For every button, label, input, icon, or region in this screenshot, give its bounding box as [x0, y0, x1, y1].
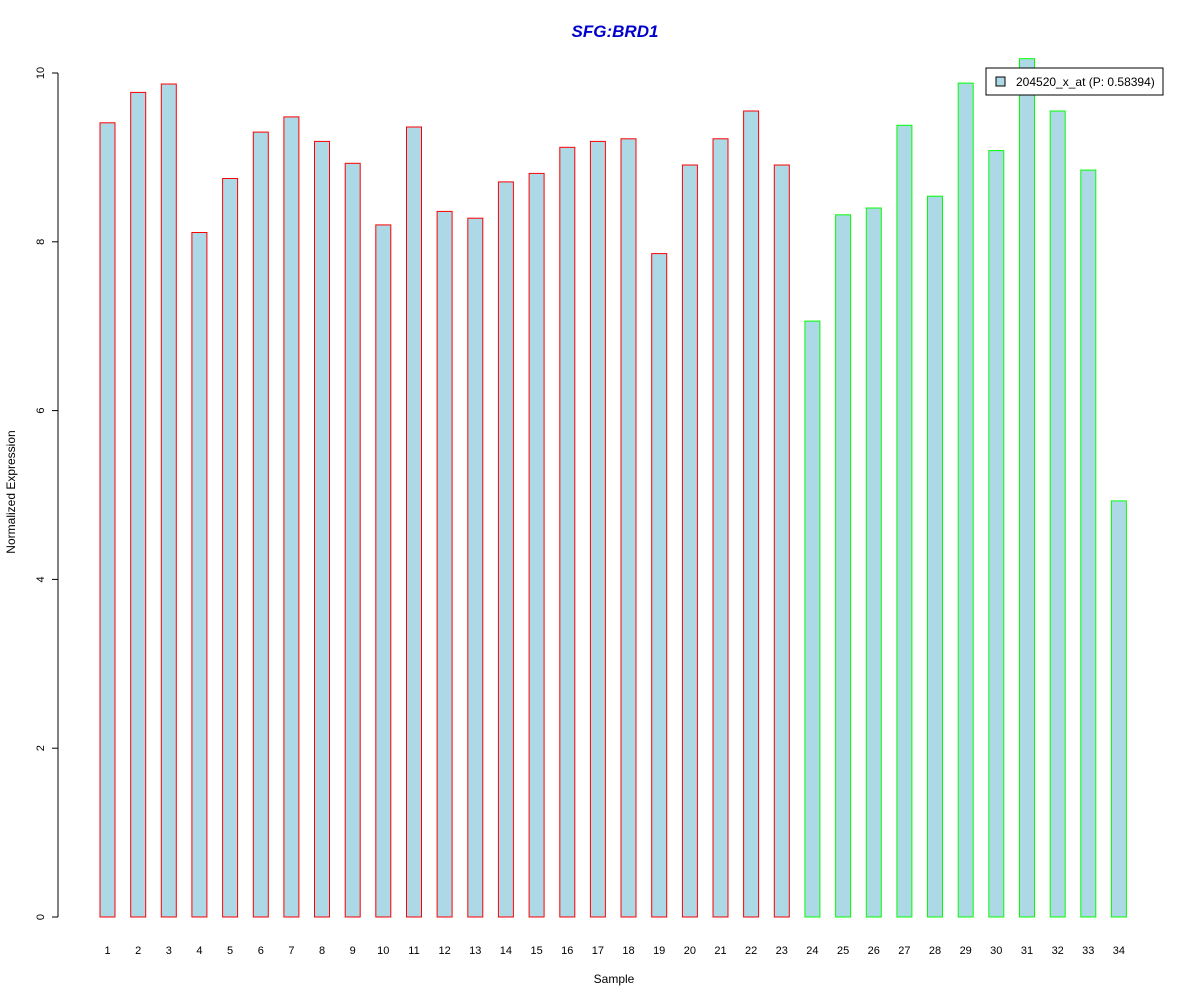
legend-swatch	[995, 76, 1006, 87]
x-tick-label: 17	[592, 945, 604, 957]
bar-sample-6	[252, 131, 269, 918]
bar-sample-33	[1080, 169, 1097, 918]
bar-sample-24	[804, 320, 821, 918]
bar-sample-5	[222, 178, 239, 918]
x-tick-label: 14	[500, 945, 512, 957]
bar-sample-8	[314, 140, 330, 918]
x-tick-label: 30	[990, 945, 1002, 957]
x-tick-label: 23	[776, 945, 788, 957]
x-tick-label: 25	[837, 945, 849, 957]
bars	[99, 58, 1127, 918]
bar-sample-9	[344, 162, 361, 918]
legend: 204520_x_at (P: 0.58394)	[985, 67, 1164, 96]
y-tick-label: 6	[35, 408, 47, 414]
bar-sample-7	[283, 116, 300, 918]
x-tick-label: 16	[561, 945, 573, 957]
bar-sample-15	[528, 172, 545, 918]
bar-sample-17	[589, 140, 606, 918]
bar-sample-3	[160, 83, 177, 918]
y-tick-label: 4	[35, 576, 47, 582]
x-tick-label: 7	[288, 945, 294, 957]
y-tick-label: 0	[35, 914, 47, 920]
x-tick-label: 26	[868, 945, 880, 957]
x-tick-label: 31	[1021, 945, 1033, 957]
bar-sample-29	[957, 82, 974, 918]
bar-sample-22	[743, 110, 760, 918]
chart-title: SFG:BRD1	[572, 22, 659, 41]
y-tick-label: 8	[35, 239, 47, 245]
x-tick-label: 13	[469, 945, 481, 957]
bar-sample-23	[773, 164, 790, 918]
bar-sample-20	[681, 164, 698, 918]
bar-sample-34	[1110, 500, 1127, 918]
y-axis: 0 2 4 6 8 10	[35, 67, 59, 920]
x-tick-label: 8	[319, 945, 325, 957]
bar-sample-21	[712, 138, 729, 918]
bar-sample-1	[99, 122, 116, 918]
x-tick-label: 11	[408, 945, 419, 957]
x-tick-label: 18	[622, 945, 634, 957]
bar-sample-30	[988, 150, 1005, 918]
y-tick-label: 10	[35, 67, 47, 79]
x-tick-label: 19	[653, 945, 665, 957]
bar-sample-14	[497, 181, 514, 918]
x-tick-label: 22	[745, 945, 757, 957]
bar-sample-19	[651, 253, 668, 918]
x-tick-label: 9	[350, 945, 356, 957]
x-tick-label: 29	[960, 945, 972, 957]
x-tick-label: 24	[806, 945, 818, 957]
bar-sample-13	[467, 217, 484, 918]
bar-sample-4	[191, 232, 208, 918]
x-tick-label: 20	[684, 945, 696, 957]
y-axis-label: Normalized Expression	[4, 430, 18, 553]
bar-sample-2	[130, 91, 147, 918]
bar-sample-11	[406, 126, 422, 918]
x-tick-label: 12	[438, 945, 450, 957]
x-tick-label: 21	[714, 945, 726, 957]
bar-sample-10	[375, 224, 392, 918]
x-tick-label: 33	[1082, 945, 1094, 957]
x-tick-label: 34	[1113, 945, 1125, 957]
x-tick-label: 1	[104, 945, 110, 957]
x-tick-label: 5	[227, 945, 233, 957]
legend-box	[985, 67, 1164, 96]
x-tick-labels: 1 2 3 4 5 6 7 8 9 10 11 12 13 14 15 16 17 18 19 20 21 22 23 24 2…	[104, 945, 1125, 957]
bar-sample-25	[835, 214, 852, 918]
x-tick-label: 4	[196, 945, 202, 957]
x-tick-label: 15	[530, 945, 542, 957]
x-tick-label: 2	[135, 945, 141, 957]
bar-sample-18	[620, 138, 637, 918]
bar-sample-12	[436, 210, 453, 918]
y-tick-label: 2	[35, 745, 47, 751]
bar-sample-26	[865, 207, 882, 918]
bar-sample-31	[1019, 58, 1035, 918]
x-tick-label: 28	[929, 945, 941, 957]
x-tick-label: 32	[1052, 945, 1064, 957]
bar-sample-16	[559, 146, 576, 918]
x-axis-label: Sample	[594, 972, 635, 986]
bar-sample-27	[896, 124, 913, 918]
bar-sample-32	[1049, 110, 1066, 918]
x-tick-label: 10	[377, 945, 389, 957]
x-tick-label: 3	[166, 945, 172, 957]
bar-sample-28	[927, 195, 943, 918]
x-tick-label: 6	[258, 945, 264, 957]
x-tick-label: 27	[898, 945, 910, 957]
legend-label: 204520_x_at (P: 0.58394)	[1016, 75, 1155, 89]
